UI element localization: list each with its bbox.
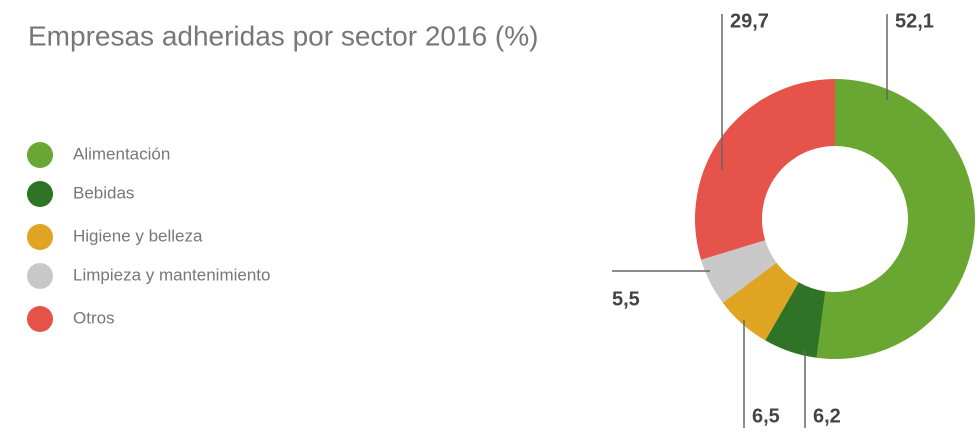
data-label: 5,5 [612, 288, 640, 310]
legend-swatch [27, 181, 53, 207]
donut-segment [765, 282, 826, 358]
legend-label: Limpieza y mantenimiento [73, 265, 270, 284]
legend-label: Higiene y belleza [73, 226, 203, 245]
donut-segment [694, 79, 835, 260]
data-label: 29,7 [730, 10, 769, 32]
legend-label: Otros [73, 308, 115, 327]
legend-swatch [27, 142, 53, 168]
donut-segment [722, 262, 799, 341]
legend-label: Alimentación [73, 144, 170, 163]
legend-swatch [27, 306, 53, 332]
legend-swatch [27, 263, 53, 289]
legend-swatch [27, 224, 53, 250]
chart-title: Empresas adheridas por sector 2016 (%) [28, 20, 538, 51]
data-label: 52,1 [895, 10, 934, 32]
donut-segment [816, 79, 975, 359]
donut-segment [701, 240, 777, 303]
legend-label: Bebidas [73, 183, 134, 202]
data-label: 6,5 [752, 405, 780, 427]
data-label: 6,2 [813, 405, 841, 427]
